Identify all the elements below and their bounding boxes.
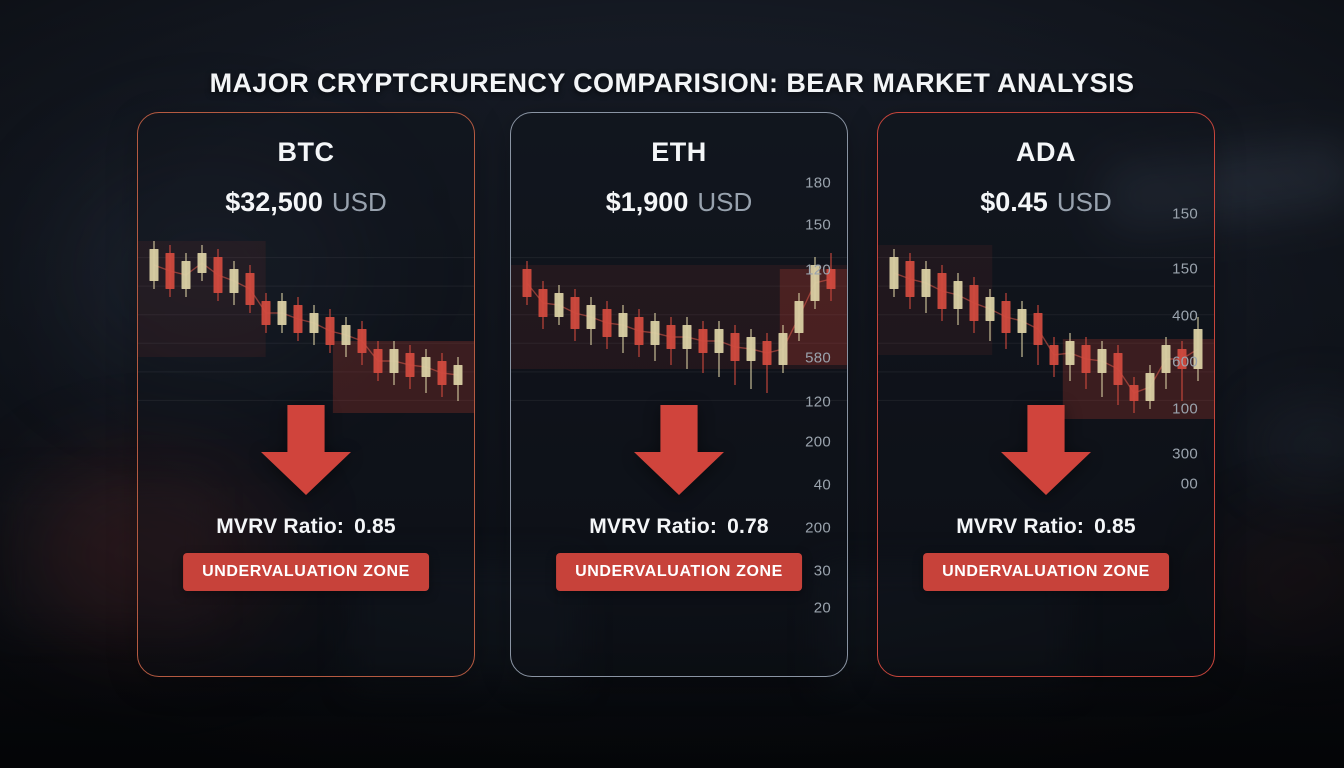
crypto-card-eth: ETH $1,900 USD 180 150 120 580 120 200 40 200 30… — [510, 112, 848, 677]
coin-price: $0.45 USD — [878, 187, 1214, 218]
mvrv-value: 0.85 — [354, 515, 396, 538]
coin-price: $32,500 USD — [138, 187, 474, 218]
axis-tick-label: 200 — [805, 433, 831, 451]
crypto-card-ada: ADA $0.45 USD 150 150 400 600 100 300 00 MVRV … — [877, 112, 1215, 677]
undervaluation-zone-badge: UNDERVALUATION ZONE — [556, 553, 802, 591]
mvrv-value: 0.85 — [1094, 515, 1136, 538]
axis-tick-label: 300 — [1172, 445, 1198, 463]
undervaluation-zone-badge: UNDERVALUATION ZONE — [183, 553, 429, 591]
axis-tick-label: 20 — [813, 599, 831, 617]
mvrv-ratio: MVRV Ratio: 0.85 — [138, 515, 474, 539]
price-currency: USD — [697, 187, 753, 217]
axis-tick-label: 30 — [813, 562, 831, 580]
mvrv-ratio: MVRV Ratio: 0.78 — [511, 515, 847, 539]
coin-symbol: BTC — [277, 137, 335, 167]
price-value: $32,500 — [225, 187, 323, 217]
price-value: $0.45 — [980, 187, 1048, 217]
candlestick-chart — [511, 253, 847, 401]
price-currency: USD — [331, 187, 387, 217]
coin-symbol: ETH — [651, 137, 707, 167]
page-title: MAJOR CRYPTCRURENCY COMPARISION: BEAR MA… — [209, 68, 1135, 99]
down-arrow-icon — [261, 405, 351, 495]
mvrv-value: 0.78 — [727, 515, 769, 538]
candlestick-chart — [878, 245, 1214, 419]
candlestick-chart — [138, 241, 474, 413]
axis-tick-label: 00 — [1180, 475, 1198, 493]
coin-symbol: ADA — [1016, 137, 1076, 167]
down-arrow-icon — [634, 405, 724, 495]
background-monitor — [0, 480, 210, 630]
undervaluation-zone-badge: UNDERVALUATION ZONE — [923, 553, 1169, 591]
down-arrow-icon — [1001, 405, 1091, 495]
coin-price: $1,900 USD — [511, 187, 847, 218]
mvrv-label: MVRV Ratio: — [216, 515, 345, 538]
crypto-card-btc: BTC $32,500 USD MVRV Ratio: 0.85 UNDERVA… — [137, 112, 475, 677]
mvrv-label: MVRV Ratio: — [589, 515, 718, 538]
background-shade — [0, 638, 1344, 768]
mvrv-label: MVRV Ratio: — [956, 515, 1085, 538]
mvrv-ratio: MVRV Ratio: 0.85 — [878, 515, 1214, 539]
axis-tick-label: 40 — [813, 476, 831, 494]
price-value: $1,900 — [605, 187, 689, 217]
price-currency: USD — [1056, 187, 1112, 217]
